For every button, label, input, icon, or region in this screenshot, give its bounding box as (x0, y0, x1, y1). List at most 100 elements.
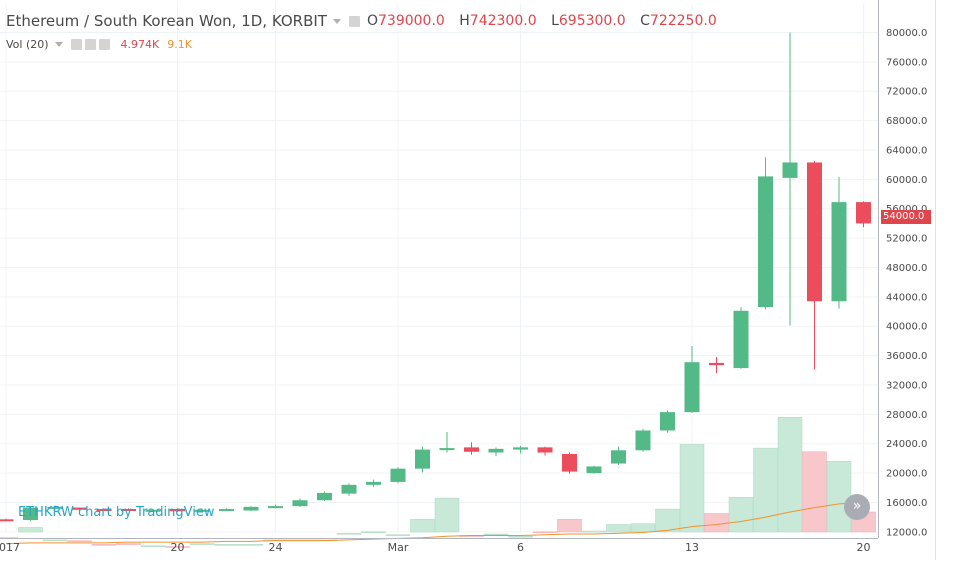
y-tick-label: 68000.0 (886, 116, 927, 127)
open-label: O (366, 13, 378, 29)
volume-value: 4.974K (120, 38, 160, 51)
volume-bar (140, 545, 166, 548)
x-tick-label: 20 (171, 541, 185, 554)
y-tick-label: 44000.0 (886, 292, 927, 303)
candle-body (709, 362, 724, 366)
candle-body (733, 310, 749, 369)
high-value: 742300.0 (469, 13, 537, 29)
candle-body (758, 176, 773, 308)
volume-bar (508, 535, 533, 538)
volume-bar (91, 544, 117, 546)
y-tick-label: 12000.0 (886, 527, 927, 538)
y-tick-label: 76000.0 (886, 57, 927, 68)
chart-header: Ethereum / South Korean Won, 1D, KORBIT … (6, 12, 717, 30)
candle-body (684, 362, 700, 413)
candle-body (464, 447, 479, 452)
volume-bar (385, 534, 411, 537)
close-label: C (640, 13, 650, 29)
x-tick-label: 13 (685, 541, 699, 554)
low-value: 695300.0 (558, 13, 626, 29)
candle-body (47, 506, 63, 509)
y-tick-label: 72000.0 (886, 87, 927, 98)
y-tick-label: 80000.0 (886, 28, 927, 39)
candle-body (782, 162, 798, 178)
volume-ma-line (5, 501, 864, 545)
volume-bar (336, 533, 362, 535)
y-tick-label: 32000.0 (886, 380, 927, 391)
candle-body (831, 202, 847, 302)
volume-bar (18, 527, 43, 533)
volume-bar (434, 497, 460, 533)
candle-body (439, 448, 455, 451)
volume-bar (42, 539, 68, 542)
volume-bar (214, 544, 239, 546)
volume-bar (704, 513, 729, 533)
x-tick-label: 6 (517, 541, 524, 554)
x-tick-label: 2017 (0, 541, 20, 554)
candle-body (390, 468, 406, 482)
volume-bar (777, 417, 803, 533)
candle-body (807, 162, 822, 302)
volume-ma-polyline (5, 501, 864, 545)
y-tick-label: 56000.0 (886, 204, 927, 215)
y-tick-label: 16000.0 (886, 498, 927, 509)
x-tick-label: 20 (857, 541, 871, 554)
eye-icon[interactable] (70, 39, 82, 50)
chart-title[interactable]: Ethereum / South Korean Won, 1D, KORBIT (6, 12, 327, 30)
volume-label[interactable]: Vol (20) (6, 38, 49, 51)
candle-body (292, 500, 308, 507)
y-tick-label: 48000.0 (886, 263, 927, 274)
y-tick-label: 20000.0 (886, 469, 927, 480)
square-icon[interactable] (348, 15, 360, 27)
candle-body (611, 450, 626, 464)
candle-body (856, 202, 871, 224)
chevron-down-icon[interactable] (332, 18, 341, 24)
volume-bar (630, 523, 656, 533)
candle-body (96, 509, 112, 512)
candle-body (72, 507, 87, 510)
candle-body (170, 509, 185, 512)
candle-body (660, 412, 675, 431)
high-label: H (459, 13, 470, 29)
close-value: 722250.0 (649, 13, 717, 29)
candle-body (317, 492, 332, 501)
volume-bar (165, 546, 190, 548)
volume-bar (67, 540, 92, 542)
volume-bar (753, 447, 778, 533)
low-label: L (551, 13, 559, 29)
y-tick-label: 52000.0 (886, 234, 927, 245)
open-value: 739000.0 (378, 13, 445, 29)
volume-bar (581, 530, 607, 533)
candle-body (635, 430, 651, 451)
candle-body (194, 509, 210, 512)
gear-icon[interactable] (84, 39, 96, 50)
candle-body (488, 448, 504, 453)
candle-body (415, 449, 430, 469)
candle-body (586, 466, 602, 474)
gridlines (0, 4, 878, 533)
volume-bar (238, 544, 264, 546)
tradingview-watermark[interactable]: ETHKRW chart by TradingView (18, 505, 215, 520)
axes: 12000.0 16000.0 20000.0 24000.0 28000.0 32000… (0, 0, 936, 560)
close-icon[interactable] (98, 39, 110, 50)
chevron-down-icon[interactable] (54, 42, 63, 47)
volume-bar (361, 531, 386, 534)
volume-bar (116, 543, 141, 545)
volume-bar (532, 531, 558, 534)
volume-bar (483, 533, 509, 536)
y-tick-label: 60000.0 (886, 175, 927, 186)
x-tick-label: Mar (388, 541, 409, 554)
volume-bar (802, 451, 827, 533)
scroll-to-realtime-button[interactable]: » (844, 494, 870, 520)
y-tick-label: 24000.0 (886, 439, 927, 450)
candle-body (0, 519, 14, 522)
candle-body (243, 506, 259, 511)
volume-bars (0, 417, 876, 548)
candle-body (513, 447, 528, 450)
candle-body (268, 506, 283, 509)
y-tick-label: 40000.0 (886, 322, 927, 333)
candle-body (121, 509, 136, 512)
volume-legend: Vol (20) 4.974K 9.1K (6, 38, 192, 51)
